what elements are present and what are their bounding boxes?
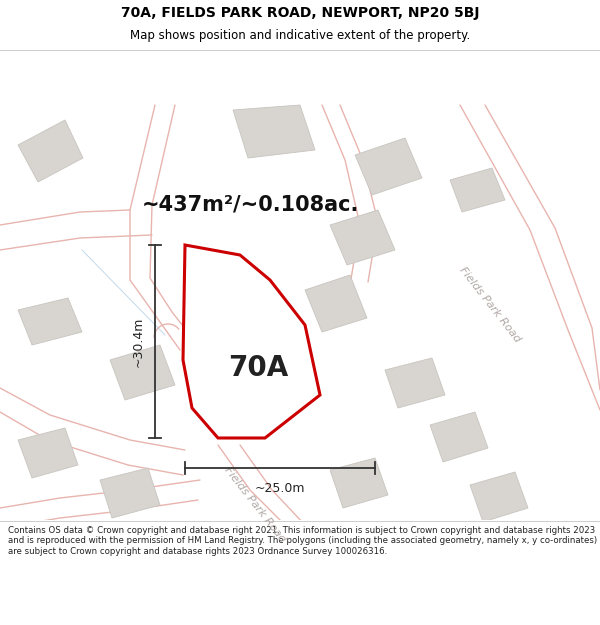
Polygon shape (305, 275, 367, 332)
Polygon shape (233, 105, 315, 158)
Text: ~30.4m: ~30.4m (132, 316, 145, 367)
Polygon shape (450, 168, 505, 212)
Polygon shape (470, 472, 528, 522)
Text: ~25.0m: ~25.0m (255, 482, 305, 495)
Polygon shape (18, 428, 78, 478)
Text: 70A, FIELDS PARK ROAD, NEWPORT, NP20 5BJ: 70A, FIELDS PARK ROAD, NEWPORT, NP20 5BJ (121, 6, 479, 19)
Polygon shape (430, 412, 488, 462)
Text: Map shows position and indicative extent of the property.: Map shows position and indicative extent… (130, 29, 470, 42)
Polygon shape (355, 138, 422, 195)
Text: Contains OS data © Crown copyright and database right 2021. This information is : Contains OS data © Crown copyright and d… (8, 526, 597, 556)
Text: Fields Park Road: Fields Park Road (458, 266, 523, 344)
Polygon shape (183, 245, 320, 438)
Polygon shape (18, 120, 83, 182)
Polygon shape (110, 345, 175, 400)
Polygon shape (330, 458, 388, 508)
Polygon shape (330, 210, 395, 265)
Polygon shape (100, 468, 160, 518)
Polygon shape (385, 358, 445, 408)
Text: Fields Park Road: Fields Park Road (223, 466, 287, 544)
Text: 70A: 70A (228, 354, 288, 382)
Text: ~437m²/~0.108ac.: ~437m²/~0.108ac. (142, 195, 359, 215)
Polygon shape (18, 298, 82, 345)
